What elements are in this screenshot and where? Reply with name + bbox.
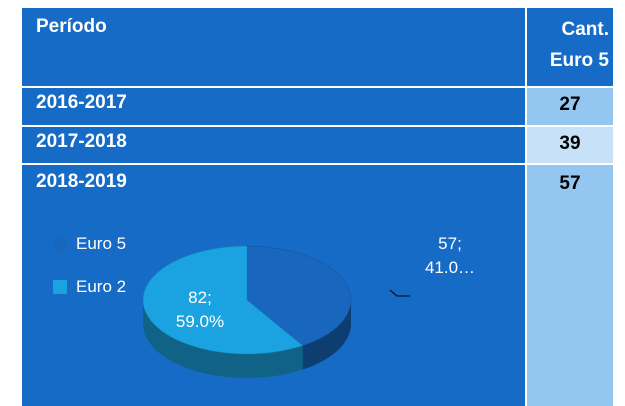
period-cell: 2017-2018 [22,127,525,163]
legend-swatch [53,280,67,294]
header-cell: Período [22,8,525,86]
legend-label: Euro 5 [76,234,127,253]
legend-swatch [53,237,67,251]
header-cell: Cant. Euro 5 [527,8,613,86]
data-label: 57; 41.0… [424,234,476,277]
count-cell: 57 [527,165,613,406]
leader-line [389,289,410,297]
pie-slice [246,245,352,346]
legend-label: Euro 2 [76,277,127,296]
count-cell: 27 [527,88,613,125]
period-cell: 2016-2017 [22,88,525,125]
data-label: 82; 59.0% [175,288,225,331]
count-cell: 39 [527,127,613,163]
pie-side [143,300,303,378]
pie-slice [142,245,304,355]
